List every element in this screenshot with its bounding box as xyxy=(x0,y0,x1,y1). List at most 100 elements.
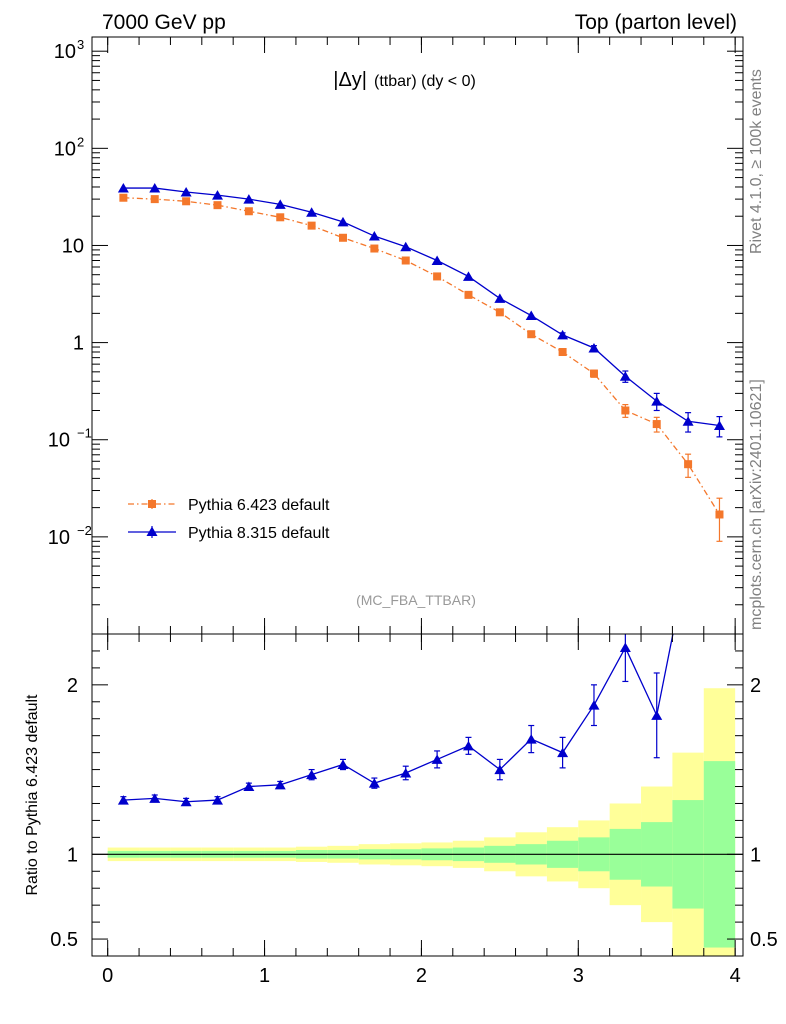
series-point-pythia6 xyxy=(244,207,253,216)
ratio-point xyxy=(274,779,286,790)
plot-title-sub: (ttbar) (dy < 0) xyxy=(374,73,476,90)
ratio-point xyxy=(243,781,255,792)
main-ytick-label-exp: 3 xyxy=(77,37,84,52)
ratio-point xyxy=(180,796,192,807)
series-point-pythia8 xyxy=(462,271,474,281)
series-point-pythia8 xyxy=(368,231,380,241)
main-ytick-label: 10 xyxy=(48,430,70,452)
mcplots-label: mcplots.cern.ch [arXiv:2401.10621] xyxy=(748,379,765,630)
ratio-point xyxy=(462,740,474,751)
ratio-point xyxy=(368,778,380,788)
ratio-ytick-label-right: 1 xyxy=(750,844,761,866)
series-point-pythia8 xyxy=(243,194,255,204)
series-point-pythia6 xyxy=(495,308,504,317)
series-point-pythia6 xyxy=(684,460,693,469)
ratio-xtick-label: 3 xyxy=(573,965,584,987)
series-point-pythia6 xyxy=(558,348,567,357)
main-ytick-label: 1 xyxy=(73,333,84,355)
ratio-ytick-label-left: 2 xyxy=(67,675,78,697)
header-right: Top (parton level) xyxy=(575,11,737,34)
main-ytick-label-exp: −1 xyxy=(77,426,92,441)
ratio-point xyxy=(117,795,129,805)
series-point-pythia6 xyxy=(401,256,410,265)
series-point-pythia6 xyxy=(150,195,159,204)
series-point-pythia6 xyxy=(715,510,724,519)
header-left: 7000 GeV pp xyxy=(102,11,226,34)
series-point-pythia6 xyxy=(119,193,128,202)
series-point-pythia6 xyxy=(276,213,285,222)
series-point-pythia8 xyxy=(651,396,663,406)
series-point-pythia8 xyxy=(274,199,286,209)
ratio-xtick-label: 1 xyxy=(259,965,270,987)
series-point-pythia6 xyxy=(589,369,598,378)
ratio-ytick-label-right: 2 xyxy=(750,675,761,697)
ratio-point xyxy=(557,747,569,758)
ratio-ytick-label-right: 0.5 xyxy=(750,929,778,951)
series-point-pythia6 xyxy=(464,290,473,299)
legend-item-pythia8: Pythia 8.315 default xyxy=(128,525,330,542)
ratio-point xyxy=(337,759,349,769)
series-line-1 xyxy=(123,197,721,515)
ratio-xtick-label: 0 xyxy=(102,965,113,987)
series-point-pythia8 xyxy=(211,190,223,200)
ratio-ytick-label-left: 0.5 xyxy=(50,929,78,951)
series-point-pythia8 xyxy=(306,207,318,217)
series-point-pythia8 xyxy=(557,329,569,340)
ratio-point xyxy=(211,795,223,805)
series-point-pythia8 xyxy=(682,416,694,426)
series-point-pythia6 xyxy=(182,197,191,206)
legend: Pythia 6.423 default Pythia 8.315 defaul… xyxy=(128,497,330,542)
analysis-label: (MC_FBA_TTBAR) xyxy=(356,592,476,608)
legend-label-pythia6: Pythia 6.423 default xyxy=(188,497,330,514)
series-point-pythia8 xyxy=(400,241,412,252)
series-point-pythia8 xyxy=(117,183,129,193)
ratio-point xyxy=(149,793,161,803)
ratio-point xyxy=(651,710,663,720)
series-point-pythia6 xyxy=(213,201,222,210)
rivet-label: Rivet 4.1.0, ≥ 100k events xyxy=(748,69,765,254)
ratio-frame xyxy=(91,633,744,957)
ratio-ytick-label-left: 1 xyxy=(67,844,78,866)
ratio-bands-layer xyxy=(92,688,743,956)
series-point-pythia6 xyxy=(370,244,379,253)
series-point-pythia6 xyxy=(527,330,536,339)
series-point-pythia8 xyxy=(494,293,506,303)
legend-marker-pythia6 xyxy=(148,500,156,508)
main-ytick-label-exp: 2 xyxy=(77,134,84,149)
main-ytick-label: 10 xyxy=(48,527,70,549)
ratio-xtick-label: 2 xyxy=(416,965,427,987)
main-frame xyxy=(91,36,744,635)
series-point-pythia8 xyxy=(525,310,537,321)
ratio-axis-ticks: 0.5 0.5 1 1 2 2 0 1 2 3 4 xyxy=(50,634,778,987)
series-point-pythia8 xyxy=(337,216,349,227)
legend-label-pythia8: Pythia 8.315 default xyxy=(188,525,330,542)
ratio-data-layer xyxy=(117,634,674,807)
ratio-point xyxy=(588,700,600,710)
ratio-point xyxy=(400,767,412,778)
series-point-pythia6 xyxy=(652,420,661,429)
series-point-pythia8 xyxy=(180,187,192,197)
ratio-panel: 0.5 0.5 1 1 2 2 0 1 2 3 4 Ratio to Pythia 6.423 de… xyxy=(24,633,778,987)
series-point-pythia8 xyxy=(431,255,443,266)
main-data-layer xyxy=(117,183,725,542)
series-point-pythia8 xyxy=(149,183,161,193)
ratio-xtick-label: 4 xyxy=(730,965,741,987)
ratio-point xyxy=(525,734,537,744)
ratio-point xyxy=(431,754,443,764)
series-line-2 xyxy=(123,187,720,427)
series-point-pythia6 xyxy=(307,221,316,230)
legend-marker-pythia8 xyxy=(146,526,158,536)
main-ytick-label: 10 xyxy=(54,138,76,160)
series-point-pythia8 xyxy=(588,342,600,353)
main-ytick-label-exp: −2 xyxy=(77,523,92,538)
ratio-point xyxy=(306,769,318,780)
ratio-point xyxy=(494,764,506,775)
plot-title-main: |Δy| xyxy=(333,69,367,91)
main-ytick-label: 10 xyxy=(62,235,84,257)
series-point-pythia8 xyxy=(619,371,631,381)
series-point-pythia6 xyxy=(621,406,630,415)
main-ytick-label: 10 xyxy=(54,41,76,63)
